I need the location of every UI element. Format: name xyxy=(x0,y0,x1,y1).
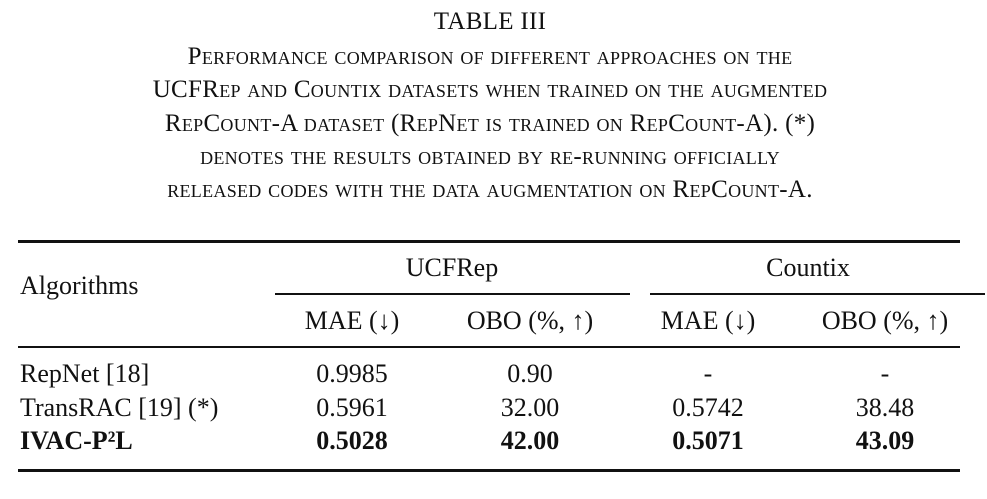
table-cell: 0.5742 xyxy=(672,393,744,422)
caption-line: Performance comparison of different appr… xyxy=(187,43,793,70)
caption-line: denotes the results obtained by re-runni… xyxy=(200,143,780,170)
group-rule xyxy=(275,293,630,295)
column-header: MAE (↓) xyxy=(304,306,400,335)
table-cell: 0.9985 xyxy=(316,359,388,388)
caption-line: UCFRep and Countix datasets when trained… xyxy=(152,76,828,103)
column-header: OBO (%, ↑) xyxy=(821,306,949,335)
top-rule xyxy=(18,240,960,243)
column-header: MAE (↓) xyxy=(660,306,756,335)
group-header: Countix xyxy=(766,253,850,282)
table-cell: - xyxy=(880,359,890,388)
table-cell: 32.00 xyxy=(500,393,560,422)
mid-rule xyxy=(18,346,960,348)
row-label: TransRAC [19] (*) xyxy=(20,393,219,422)
table-cell: 0.90 xyxy=(507,359,553,388)
bottom-rule xyxy=(18,469,960,472)
table-cell: 38.48 xyxy=(855,393,915,422)
caption-line: RepCount-A dataset (RepNet is trained on… xyxy=(164,110,816,137)
row-label: IVAC-P²L xyxy=(20,426,133,455)
table-cell: 42.00 xyxy=(500,426,560,455)
column-header: OBO (%, ↑) xyxy=(466,306,594,335)
caption-line: released codes with the data augmentatio… xyxy=(167,176,813,203)
table-cell: 43.09 xyxy=(855,426,915,455)
table-title: TABLE III xyxy=(433,8,547,35)
group-rule xyxy=(650,293,985,295)
row-label: RepNet [18] xyxy=(20,359,150,388)
table-cell: 0.5071 xyxy=(672,426,744,455)
group-header: UCFRep xyxy=(405,253,499,282)
table-cell: 0.5028 xyxy=(316,426,388,455)
table-cell: 0.5961 xyxy=(316,393,388,422)
header-cell: Algorithms xyxy=(20,271,139,300)
table-cell: - xyxy=(703,359,713,388)
